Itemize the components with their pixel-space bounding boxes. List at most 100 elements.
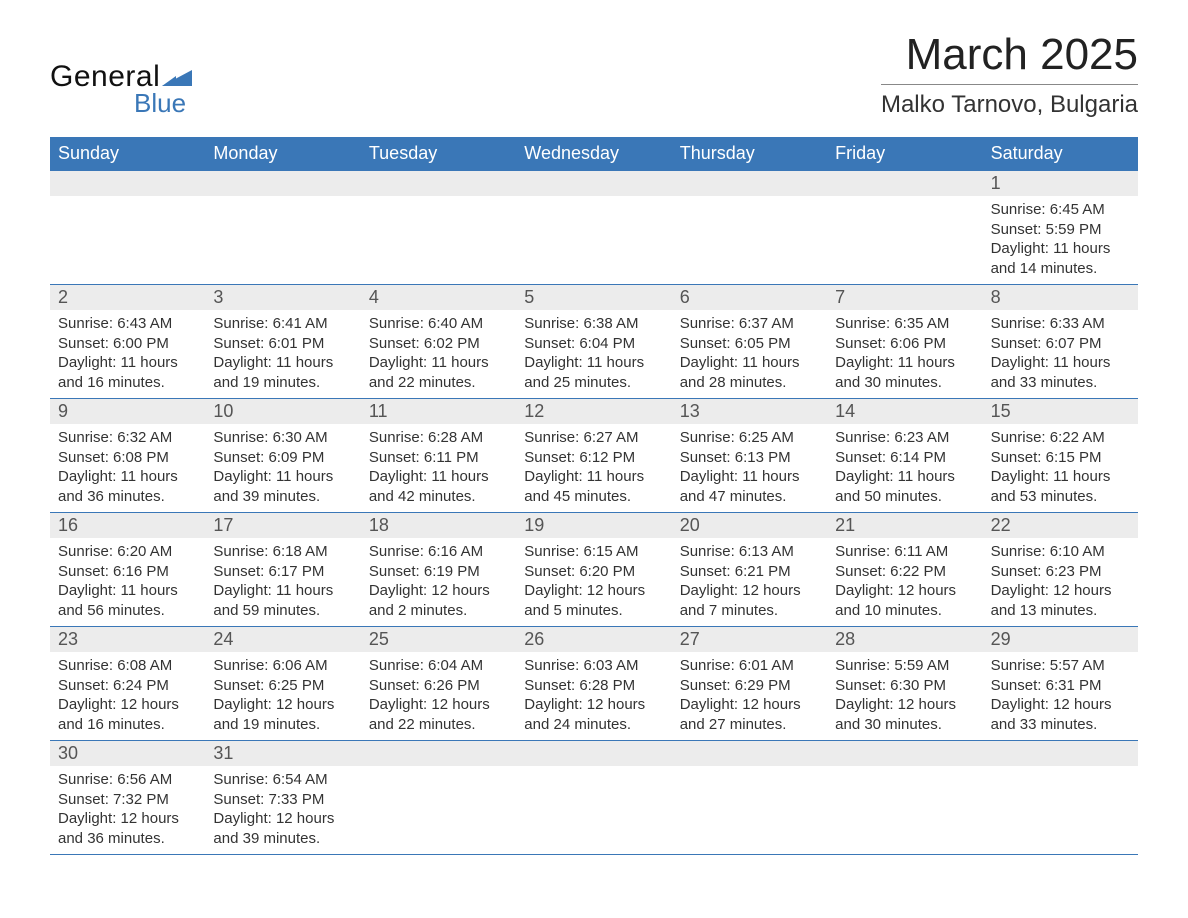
- daynum-band: 23242526272829: [50, 627, 1138, 652]
- weeks-container: 1Sunrise: 6:45 AMSunset: 5:59 PMDaylight…: [50, 170, 1138, 855]
- calendar: Sunday Monday Tuesday Wednesday Thursday…: [50, 137, 1138, 855]
- day-number: 27: [672, 627, 827, 652]
- daycontent-band: Sunrise: 6:43 AMSunset: 6:00 PMDaylight:…: [50, 310, 1138, 398]
- daylight-text-2: and 33 minutes.: [991, 715, 1130, 735]
- sunset-text: Sunset: 6:09 PM: [213, 448, 352, 468]
- day-number: [361, 741, 516, 766]
- sunrise-text: Sunrise: 6:06 AM: [213, 656, 352, 676]
- day-number: 13: [672, 399, 827, 424]
- daynum-band: 2345678: [50, 285, 1138, 310]
- day-number: 30: [50, 741, 205, 766]
- daylight-text-2: and 7 minutes.: [680, 601, 819, 621]
- daycontent-band: Sunrise: 6:20 AMSunset: 6:16 PMDaylight:…: [50, 538, 1138, 626]
- daylight-text-2: and 2 minutes.: [369, 601, 508, 621]
- sunrise-text: Sunrise: 6:35 AM: [835, 314, 974, 334]
- day-details: [361, 196, 516, 284]
- sunset-text: Sunset: 6:16 PM: [58, 562, 197, 582]
- sunset-text: Sunset: 6:07 PM: [991, 334, 1130, 354]
- day-details: Sunrise: 6:03 AMSunset: 6:28 PMDaylight:…: [516, 652, 671, 740]
- day-number: 23: [50, 627, 205, 652]
- sunset-text: Sunset: 6:20 PM: [524, 562, 663, 582]
- day-details: Sunrise: 6:20 AMSunset: 6:16 PMDaylight:…: [50, 538, 205, 626]
- daylight-text-2: and 24 minutes.: [524, 715, 663, 735]
- sunrise-text: Sunrise: 6:18 AM: [213, 542, 352, 562]
- day-number: 3: [205, 285, 360, 310]
- day-details: Sunrise: 6:10 AMSunset: 6:23 PMDaylight:…: [983, 538, 1138, 626]
- day-number: [827, 171, 982, 196]
- daylight-text-1: Daylight: 11 hours: [524, 353, 663, 373]
- day-details: Sunrise: 6:32 AMSunset: 6:08 PMDaylight:…: [50, 424, 205, 512]
- brand-logo: General Blue: [50, 60, 192, 119]
- daylight-text-2: and 14 minutes.: [991, 259, 1130, 279]
- daylight-text-1: Daylight: 12 hours: [680, 695, 819, 715]
- day-details: Sunrise: 5:59 AMSunset: 6:30 PMDaylight:…: [827, 652, 982, 740]
- logo-shape-icon: [162, 64, 192, 91]
- daylight-text-1: Daylight: 11 hours: [369, 467, 508, 487]
- daylight-text-1: Daylight: 12 hours: [524, 695, 663, 715]
- daynum-band: 1: [50, 171, 1138, 196]
- sunrise-text: Sunrise: 6:23 AM: [835, 428, 974, 448]
- day-details: Sunrise: 6:54 AMSunset: 7:33 PMDaylight:…: [205, 766, 360, 854]
- day-details: Sunrise: 6:06 AMSunset: 6:25 PMDaylight:…: [205, 652, 360, 740]
- sunrise-text: Sunrise: 6:03 AM: [524, 656, 663, 676]
- daylight-text-2: and 33 minutes.: [991, 373, 1130, 393]
- daylight-text-1: Daylight: 12 hours: [991, 695, 1130, 715]
- sunset-text: Sunset: 6:25 PM: [213, 676, 352, 696]
- week-row: 1Sunrise: 6:45 AMSunset: 5:59 PMDaylight…: [50, 170, 1138, 284]
- daynum-band: 16171819202122: [50, 513, 1138, 538]
- week-row: 9101112131415Sunrise: 6:32 AMSunset: 6:0…: [50, 398, 1138, 512]
- sunrise-text: Sunrise: 6:27 AM: [524, 428, 663, 448]
- day-number: [205, 171, 360, 196]
- day-details: Sunrise: 6:23 AMSunset: 6:14 PMDaylight:…: [827, 424, 982, 512]
- daylight-text-1: Daylight: 11 hours: [213, 581, 352, 601]
- daylight-text-2: and 28 minutes.: [680, 373, 819, 393]
- daylight-text-2: and 25 minutes.: [524, 373, 663, 393]
- sunset-text: Sunset: 6:14 PM: [835, 448, 974, 468]
- day-details: Sunrise: 6:28 AMSunset: 6:11 PMDaylight:…: [361, 424, 516, 512]
- day-details: Sunrise: 6:22 AMSunset: 6:15 PMDaylight:…: [983, 424, 1138, 512]
- day-details: Sunrise: 6:27 AMSunset: 6:12 PMDaylight:…: [516, 424, 671, 512]
- day-number: [516, 741, 671, 766]
- daylight-text-2: and 42 minutes.: [369, 487, 508, 507]
- day-details: Sunrise: 6:43 AMSunset: 6:00 PMDaylight:…: [50, 310, 205, 398]
- daylight-text-1: Daylight: 12 hours: [213, 809, 352, 829]
- daylight-text-1: Daylight: 11 hours: [524, 467, 663, 487]
- sunrise-text: Sunrise: 6:43 AM: [58, 314, 197, 334]
- daylight-text-2: and 39 minutes.: [213, 487, 352, 507]
- sunrise-text: Sunrise: 6:54 AM: [213, 770, 352, 790]
- sunset-text: Sunset: 6:04 PM: [524, 334, 663, 354]
- day-details: [672, 766, 827, 854]
- daylight-text-2: and 30 minutes.: [835, 715, 974, 735]
- day-number: 29: [983, 627, 1138, 652]
- day-details: Sunrise: 6:11 AMSunset: 6:22 PMDaylight:…: [827, 538, 982, 626]
- day-details: Sunrise: 6:08 AMSunset: 6:24 PMDaylight:…: [50, 652, 205, 740]
- daylight-text-2: and 16 minutes.: [58, 715, 197, 735]
- sunrise-text: Sunrise: 6:04 AM: [369, 656, 508, 676]
- sunset-text: Sunset: 6:28 PM: [524, 676, 663, 696]
- day-number: [50, 171, 205, 196]
- daylight-text-2: and 36 minutes.: [58, 829, 197, 849]
- sunset-text: Sunset: 6:06 PM: [835, 334, 974, 354]
- sunset-text: Sunset: 6:22 PM: [835, 562, 974, 582]
- week-row: 16171819202122Sunrise: 6:20 AMSunset: 6:…: [50, 512, 1138, 626]
- day-number: 19: [516, 513, 671, 538]
- day-details: [672, 196, 827, 284]
- day-details: Sunrise: 6:38 AMSunset: 6:04 PMDaylight:…: [516, 310, 671, 398]
- day-number: 15: [983, 399, 1138, 424]
- day-number: 25: [361, 627, 516, 652]
- day-number: 26: [516, 627, 671, 652]
- weekday-header: Friday: [827, 137, 982, 170]
- day-details: Sunrise: 6:25 AMSunset: 6:13 PMDaylight:…: [672, 424, 827, 512]
- day-number: [516, 171, 671, 196]
- sunrise-text: Sunrise: 6:28 AM: [369, 428, 508, 448]
- daylight-text-2: and 13 minutes.: [991, 601, 1130, 621]
- daycontent-band: Sunrise: 6:32 AMSunset: 6:08 PMDaylight:…: [50, 424, 1138, 512]
- day-details: [827, 766, 982, 854]
- daylight-text-1: Daylight: 11 hours: [58, 353, 197, 373]
- sunrise-text: Sunrise: 6:30 AM: [213, 428, 352, 448]
- daylight-text-2: and 30 minutes.: [835, 373, 974, 393]
- daylight-text-2: and 45 minutes.: [524, 487, 663, 507]
- daylight-text-1: Daylight: 11 hours: [369, 353, 508, 373]
- daycontent-band: Sunrise: 6:45 AMSunset: 5:59 PMDaylight:…: [50, 196, 1138, 284]
- day-number: 8: [983, 285, 1138, 310]
